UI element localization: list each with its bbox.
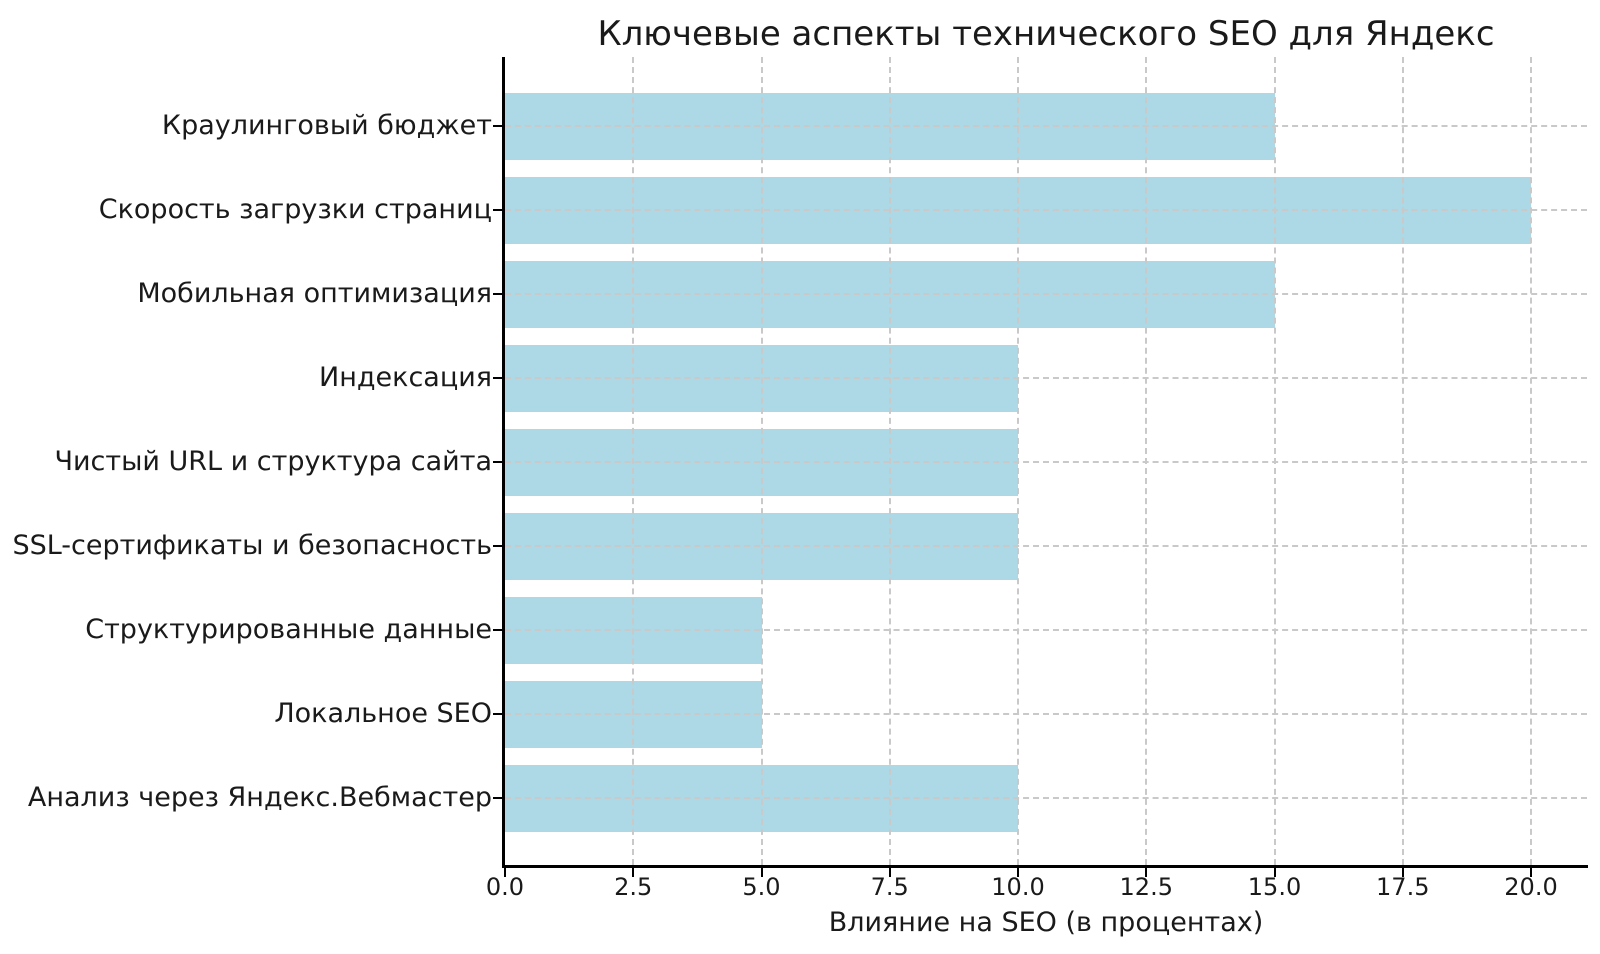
y-tick-mark <box>493 797 502 799</box>
x-axis-label: Влияние на SEO (в процентах) <box>828 907 1264 938</box>
x-tick-label: 17.5 <box>1376 873 1430 901</box>
y-tick-label: Скорость загрузки страниц <box>98 194 492 225</box>
gridline-horizontal <box>505 461 1587 463</box>
y-tick-label: Локальное SEO <box>274 698 492 729</box>
x-tick-mark <box>1273 868 1276 877</box>
y-tick-label: Мобильная оптимизация <box>137 278 492 309</box>
gridline-vertical <box>1401 57 1404 865</box>
gridline-vertical <box>1145 57 1148 865</box>
y-tick-mark <box>493 713 502 715</box>
x-tick-mark <box>1017 868 1019 877</box>
gridline-horizontal <box>505 125 1587 127</box>
gridline-vertical <box>1273 57 1276 865</box>
gridline-vertical <box>1017 57 1019 865</box>
x-tick-label: 10.0 <box>991 873 1045 901</box>
x-tick-label: 15.0 <box>1247 873 1302 901</box>
gridline-vertical <box>632 57 635 865</box>
y-tick-label: Структурированные данные <box>85 614 492 645</box>
x-tick-mark <box>1401 868 1404 877</box>
x-tick-label: 12.5 <box>1119 873 1173 901</box>
y-tick-label: Анализ через Яндекс.Вебмастер <box>27 782 492 813</box>
x-tick-mark <box>888 868 891 877</box>
gridline-horizontal <box>505 377 1587 379</box>
y-tick-mark <box>493 293 502 295</box>
gridline-horizontal <box>505 545 1587 547</box>
y-tick-label: SSL-сертификаты и безопасность <box>12 530 492 561</box>
x-tick-mark <box>632 868 635 877</box>
y-tick-mark <box>493 545 502 547</box>
plot-area <box>505 57 1587 867</box>
x-tick-label: 5.0 <box>742 873 781 901</box>
x-tick-label: 0.0 <box>485 873 525 901</box>
chart-title: Ключевые аспекты технического SEO для Ян… <box>597 14 1495 54</box>
x-tick-mark <box>760 868 763 877</box>
y-tick-label: Чистый URL и структура сайта <box>54 446 492 477</box>
y-tick-mark <box>493 461 502 463</box>
gridline-vertical <box>888 57 891 865</box>
gridline-horizontal <box>505 713 1587 715</box>
gridline-vertical <box>1530 57 1532 865</box>
y-tick-label: Индексация <box>319 362 492 393</box>
x-tick-label: 2.5 <box>614 873 653 901</box>
y-tick-label: Краулинговый бюджет <box>161 110 492 141</box>
y-tick-mark <box>493 209 502 211</box>
gridline-horizontal <box>505 209 1587 211</box>
x-axis-spine <box>502 865 1588 868</box>
x-tick-label: 7.5 <box>870 873 909 901</box>
y-tick-mark <box>493 125 502 127</box>
gridline-vertical <box>760 57 763 865</box>
x-tick-mark <box>1145 868 1148 877</box>
y-tick-mark <box>493 629 502 631</box>
x-tick-label: 20.0 <box>1504 873 1558 901</box>
x-tick-mark <box>1530 868 1532 877</box>
y-axis-spine <box>502 57 505 868</box>
gridline-horizontal <box>505 797 1587 799</box>
y-tick-mark <box>493 377 502 379</box>
gridline-horizontal <box>505 629 1587 631</box>
x-tick-mark <box>504 868 506 877</box>
gridline-horizontal <box>505 293 1587 295</box>
